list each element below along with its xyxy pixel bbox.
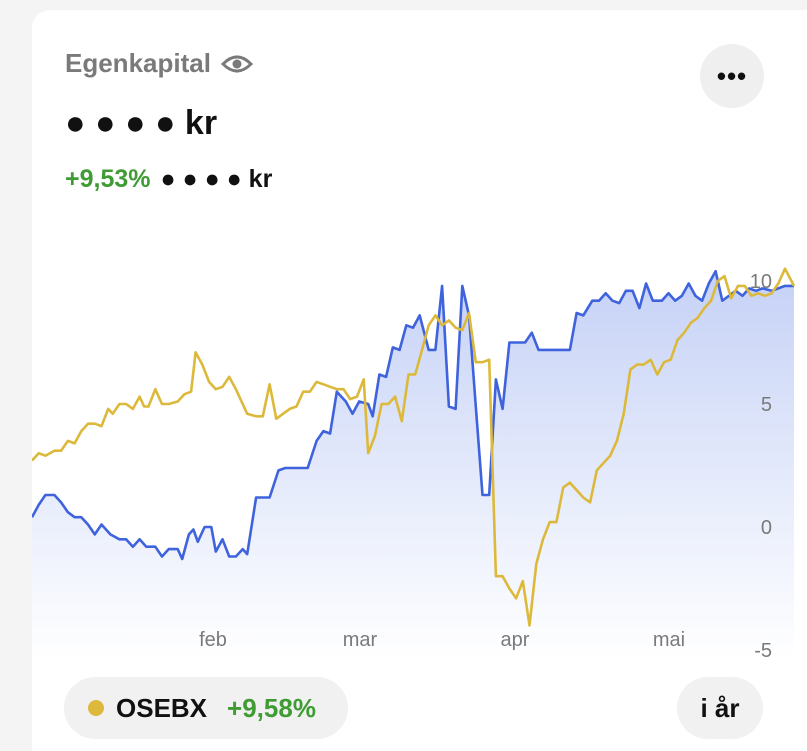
- change-percent: +9,53%: [65, 165, 151, 193]
- benchmark-name: OSEBX: [116, 692, 208, 723]
- y-tick-label: 10: [750, 271, 772, 293]
- equity-chart[interactable]: 10 5 0 -5 feb mar apr mai: [32, 210, 807, 660]
- change-amount: ● ● ● ● kr: [160, 165, 273, 193]
- y-tick-label: -5: [754, 640, 772, 660]
- portfolio-line: [32, 269, 794, 561]
- benchmark-toggle[interactable]: OSEBX +9,58%: [64, 677, 348, 739]
- y-tick-label: 5: [761, 394, 772, 416]
- x-tick-label: mai: [653, 629, 685, 651]
- benchmark-change: +9,58%: [227, 692, 316, 723]
- change-row: +9,53% ● ● ● ● kr: [65, 165, 272, 194]
- period-selector-button[interactable]: i år: [677, 677, 763, 739]
- balance-value: ● ● ● ● kr: [65, 104, 218, 142]
- title-row: Egenkapital: [65, 48, 253, 79]
- eye-icon[interactable]: [220, 53, 253, 75]
- y-tick-label: 0: [761, 517, 772, 539]
- x-tick-label: feb: [199, 629, 227, 651]
- card-title: Egenkapital: [65, 48, 211, 78]
- x-tick-label: mar: [343, 629, 378, 651]
- x-tick-label: apr: [501, 629, 530, 651]
- osebx-line: [32, 267, 796, 627]
- more-horizontal-icon: •••: [716, 60, 748, 91]
- more-options-button[interactable]: •••: [700, 44, 764, 108]
- equity-card: Egenkapital ••• ● ● ● ● kr +9,53% ● ● ● …: [32, 10, 807, 751]
- benchmark-color-dot: [88, 700, 104, 716]
- portfolio-area: [32, 271, 794, 660]
